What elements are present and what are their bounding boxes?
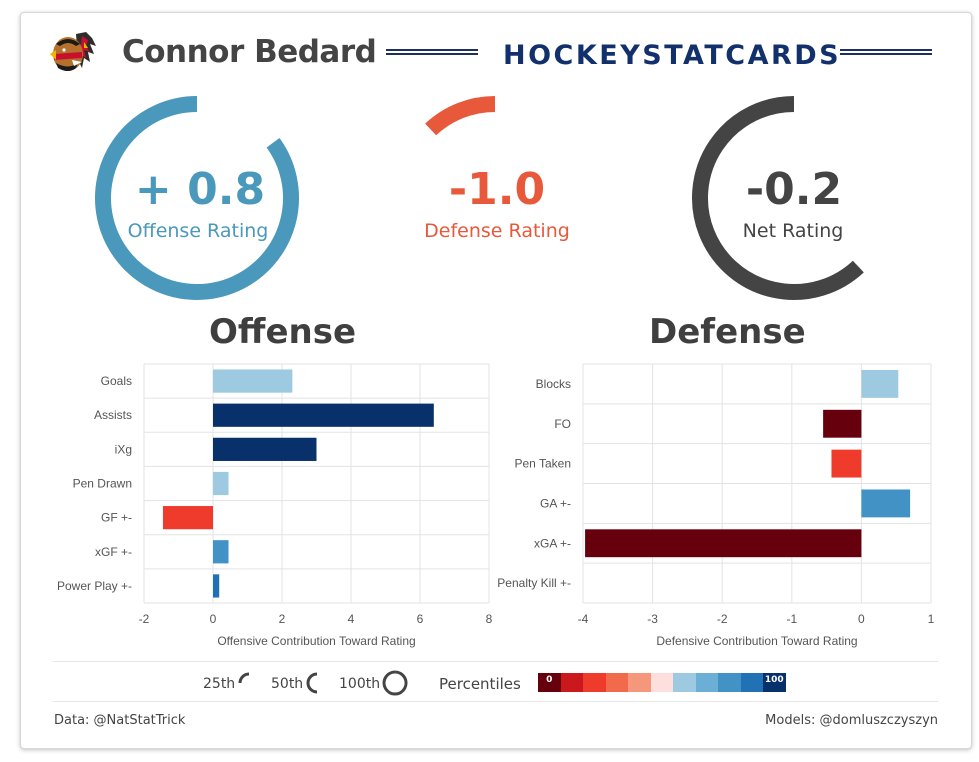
legend-100th-label: 100th xyxy=(339,676,381,692)
bar-fo xyxy=(823,409,862,438)
percentile-swatch xyxy=(538,673,561,692)
x-tick-label: 2 xyxy=(279,612,286,626)
legend-50th-arc-icon xyxy=(306,672,318,694)
category-label: Assists xyxy=(94,408,132,422)
data-credit: Data: @NatStatTrick xyxy=(54,713,186,728)
x-tick-label: -2 xyxy=(139,612,150,626)
category-label: FO xyxy=(554,417,571,431)
percentile-scale-min: 0 xyxy=(546,675,553,685)
category-label: iXg xyxy=(115,442,132,456)
bar-pen-drawn xyxy=(213,471,229,496)
blackhawks-logo-icon xyxy=(50,32,96,71)
legend-25th-label: 25th xyxy=(203,676,236,692)
category-label: Goals xyxy=(101,374,132,388)
x-tick-label: 0 xyxy=(210,612,217,626)
offense-rating-label: Offense Rating xyxy=(127,220,269,242)
brand-divider-left xyxy=(386,49,478,55)
percentile-swatch xyxy=(650,673,674,692)
bar-power-play- xyxy=(213,574,220,598)
x-tick-label: 1 xyxy=(928,612,935,626)
bar-ixg xyxy=(213,437,317,461)
stat-card xyxy=(20,12,972,749)
percentile-swatch xyxy=(740,673,764,692)
category-label: Pen Taken xyxy=(515,457,572,471)
percentile-swatch xyxy=(673,673,696,692)
brand-title: HOCKEYSTATCARDS xyxy=(503,40,842,71)
rating-gauges xyxy=(95,96,864,300)
offense-rating-gauge xyxy=(95,96,299,300)
brand-divider-right xyxy=(840,49,932,55)
category-label: xGF +- xyxy=(95,545,132,559)
defense-section-title: Defense xyxy=(649,312,806,352)
percentile-swatch xyxy=(628,673,651,692)
x-tick-label: 4 xyxy=(348,612,355,626)
percentile-swatch xyxy=(763,673,786,692)
defense-rating-gauge xyxy=(425,96,496,136)
net-rating-value: -0.2 xyxy=(745,164,843,215)
x-axis-label: Offensive Contribution Toward Rating xyxy=(217,634,415,648)
category-label: Blocks xyxy=(536,377,571,391)
percentiles-label: Percentiles xyxy=(439,675,521,693)
net-rating-gauge xyxy=(692,96,864,300)
percentile-swatch xyxy=(605,673,629,692)
offense-section-title: Offense xyxy=(209,312,357,352)
percentile-swatch xyxy=(695,673,719,692)
category-label: Power Play +- xyxy=(57,579,132,593)
x-axis-label: Defensive Contribution Toward Rating xyxy=(656,634,857,648)
category-label: GA +- xyxy=(540,496,571,510)
x-tick-label: -1 xyxy=(786,612,797,626)
percentile-swatch xyxy=(560,673,584,692)
legend-divider-top xyxy=(53,661,938,662)
player-name: Connor Bedard xyxy=(122,34,377,70)
category-label: Pen Drawn xyxy=(73,477,132,491)
defense-bar-chart: Blocks FO Pen Taken GA +- xGA +- Penalty Kill… xyxy=(497,363,935,648)
percentile-swatch xyxy=(583,673,606,692)
category-label: xGA +- xyxy=(534,536,571,550)
x-tick-label: 8 xyxy=(486,612,493,626)
x-tick-label: -4 xyxy=(578,612,589,626)
bar-pen-taken xyxy=(831,449,862,478)
bar-xga- xyxy=(585,529,862,558)
percentile-scale-max: 100 xyxy=(764,675,784,685)
offense-bar-chart: Goals Assists iXg Pen Drawn GF +- xGF +- Power… xyxy=(57,363,493,648)
category-label: GF +- xyxy=(101,511,132,525)
defense-rating-label: Defense Rating xyxy=(424,220,570,242)
legend-100th-arc-icon xyxy=(382,670,408,696)
defense-rating-value: -1.0 xyxy=(448,164,546,215)
bar-xgf- xyxy=(213,540,229,564)
x-tick-label: 0 xyxy=(858,612,865,626)
bar-gf- xyxy=(162,506,213,530)
legend-divider-bottom xyxy=(53,701,938,702)
legend-50th-label: 50th xyxy=(271,676,304,692)
models-credit: Models: @domluszczyszyn xyxy=(765,713,938,728)
offense-rating-value: + 0.8 xyxy=(134,164,266,215)
bar-assists xyxy=(213,403,434,427)
net-rating-label: Net Rating xyxy=(742,220,844,242)
legend-25th-arc-icon xyxy=(238,672,250,684)
x-tick-label: -2 xyxy=(717,612,728,626)
percentile-swatch xyxy=(718,673,741,692)
category-label: Penalty Kill +- xyxy=(497,576,571,590)
bar-ga- xyxy=(861,489,911,518)
bar-goals xyxy=(213,369,293,393)
bar-blocks xyxy=(861,369,899,398)
x-tick-label: 6 xyxy=(417,612,424,626)
x-tick-label: -3 xyxy=(647,612,658,626)
